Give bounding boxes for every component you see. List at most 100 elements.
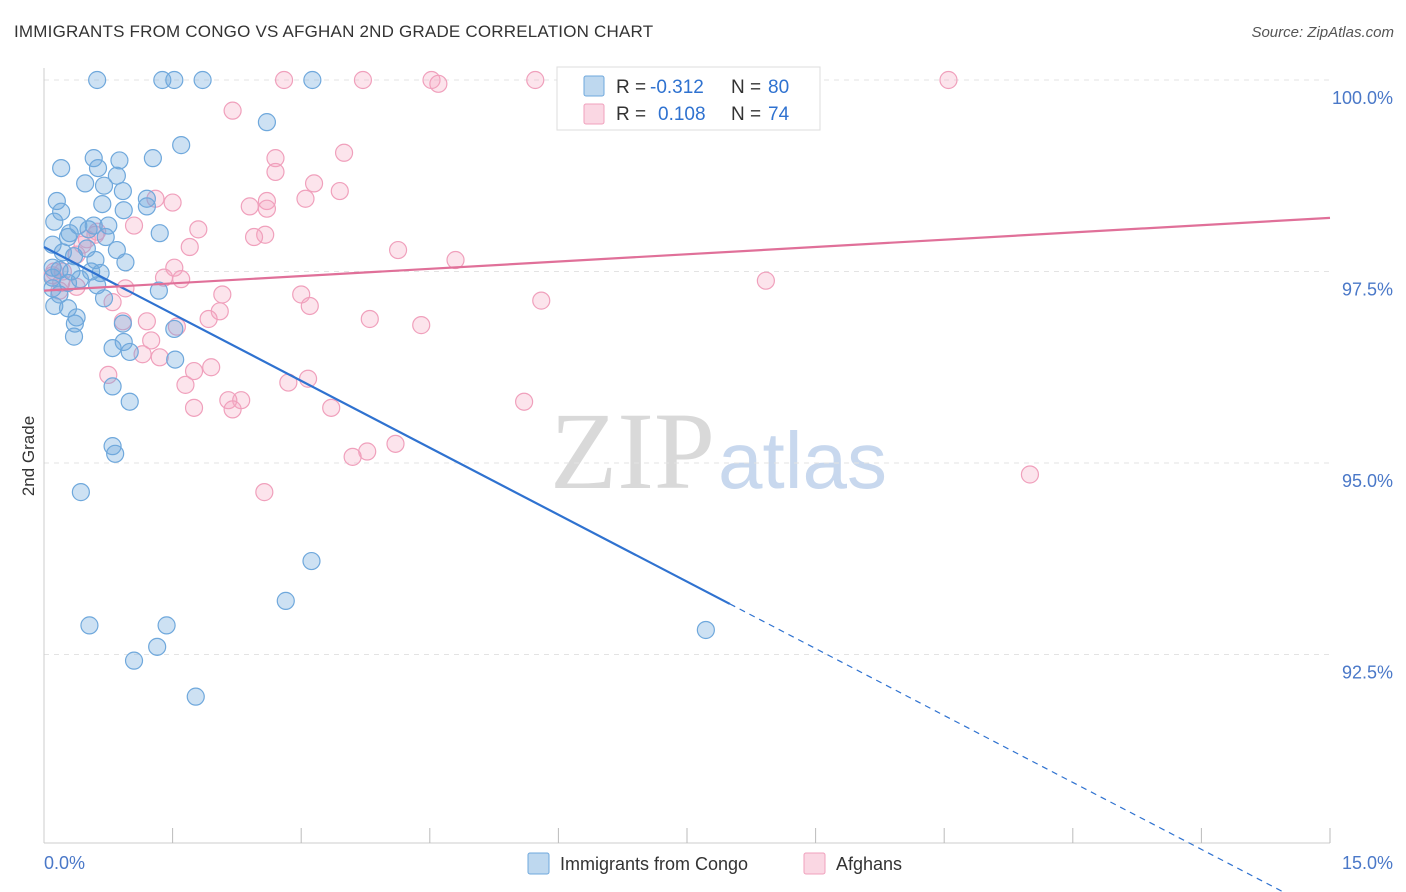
bottom-legend-label-congo: Immigrants from Congo — [560, 854, 748, 874]
congo-point — [94, 289, 114, 308]
afghan-point — [257, 199, 277, 218]
congo-point — [116, 253, 135, 272]
afghan-point — [142, 331, 161, 350]
legend-swatch-congo — [583, 75, 605, 97]
afghan-point — [150, 348, 169, 367]
congo-point — [80, 616, 99, 635]
afghan-point — [756, 271, 775, 290]
afghan-point — [532, 291, 551, 310]
congo-point — [113, 314, 132, 333]
congo-point — [47, 191, 66, 211]
legend-swatch-afghan — [583, 103, 605, 125]
congo-point — [64, 327, 84, 346]
congo-point — [94, 176, 114, 195]
congo-point — [43, 258, 62, 277]
afghan-point — [124, 216, 144, 235]
watermark-atlas: atlas — [718, 416, 887, 505]
congo-point — [110, 151, 129, 170]
congo-point — [276, 591, 295, 610]
afghan-points — [43, 70, 1040, 502]
afghan-point — [446, 250, 465, 270]
congo-point — [88, 70, 107, 90]
congo-point — [166, 350, 185, 369]
congo-point — [148, 637, 167, 656]
afghan-point — [172, 270, 191, 289]
afghan-point — [176, 375, 195, 394]
afghan-trend-line — [43, 216, 1331, 292]
bottom-legend-label-afghan: Afghans — [836, 854, 902, 874]
y-tick-label: 95.0% — [1342, 471, 1393, 491]
congo-point — [114, 332, 133, 352]
afghan-point — [202, 358, 221, 377]
afghan-point — [223, 101, 242, 120]
congo-point — [113, 181, 132, 201]
congo-point — [43, 279, 62, 298]
afghan-point — [184, 398, 204, 417]
afghan-point — [412, 316, 431, 335]
congo-point — [257, 113, 277, 132]
afghan-point — [939, 70, 958, 90]
watermark: ZIP atlas — [550, 390, 887, 512]
congo-point — [52, 202, 71, 221]
congo-points — [43, 70, 715, 706]
afghan-point — [213, 285, 232, 304]
congo-point — [45, 212, 64, 231]
afghan-point — [255, 483, 274, 502]
legend-r-label-congo: R = — [616, 77, 646, 98]
congo-point — [99, 216, 118, 235]
x-tick-labels: 0.0% 15.0% — [44, 853, 1393, 873]
congo-point — [186, 687, 205, 706]
congo-point — [120, 392, 139, 411]
afghan-point — [300, 296, 319, 316]
afghan-point — [99, 365, 118, 385]
afghan-point — [360, 309, 379, 329]
afghan-point — [180, 237, 199, 257]
afghan-point — [137, 312, 156, 331]
congo-point — [103, 339, 122, 358]
congo-point — [106, 444, 125, 463]
afghan-point — [244, 227, 264, 247]
congo-point — [172, 136, 191, 155]
congo-point — [71, 483, 90, 502]
afghan-point — [266, 149, 285, 168]
congo-point — [114, 201, 133, 220]
afghan-point — [386, 434, 405, 453]
congo-point — [150, 224, 169, 243]
congo-point — [79, 220, 98, 239]
x-tick-label: 15.0% — [1342, 853, 1393, 873]
afghan-point — [52, 273, 71, 293]
y-tick-labels: 92.5% 95.0% 97.5% 100.0% — [1332, 88, 1393, 683]
chart-title: IMMIGRANTS FROM CONGO VS AFGHAN 2ND GRAD… — [14, 22, 654, 41]
congo-point — [137, 189, 156, 208]
congo-point — [124, 651, 144, 670]
afghan-point — [167, 317, 186, 336]
legend-r-label-afghan: R = — [616, 104, 646, 125]
afghan-point — [184, 361, 204, 381]
afghan-point — [266, 162, 285, 182]
afghan-point — [240, 197, 259, 216]
congo-point — [52, 158, 71, 178]
bottom-legend: Immigrants from Congo Afghans — [527, 852, 902, 875]
congo-point — [84, 149, 103, 168]
afghan-point — [163, 193, 182, 212]
legend-n-value-congo: 80 — [768, 77, 789, 98]
congo-point — [149, 281, 168, 300]
y-tick-label: 92.5% — [1342, 663, 1393, 683]
congo-point — [45, 296, 64, 316]
afghan-point — [257, 191, 277, 211]
source-label: Source: ZipAtlas.com — [1251, 24, 1394, 41]
afghan-point — [256, 225, 275, 244]
afghan-point — [334, 143, 354, 162]
congo-point — [157, 616, 176, 635]
congo-point — [137, 197, 156, 216]
congo-trend-extension — [729, 603, 1285, 892]
congo-point — [93, 194, 112, 214]
congo-point — [696, 620, 715, 640]
congo-point — [88, 158, 108, 178]
congo-point — [96, 227, 115, 247]
trend-lines — [43, 216, 1331, 892]
afghan-point — [429, 74, 448, 93]
afghan-point — [515, 392, 534, 411]
y-axis-label: 2nd Grade — [19, 416, 38, 496]
